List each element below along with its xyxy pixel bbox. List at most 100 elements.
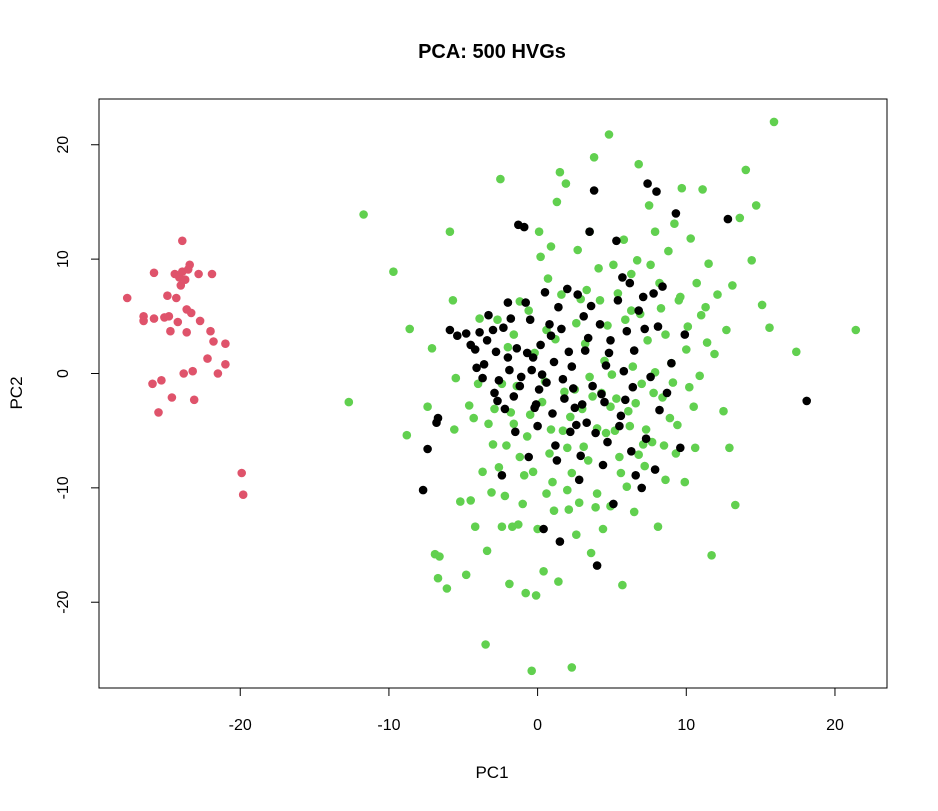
data-point-series-3 (540, 288, 550, 297)
data-point-series-2 (634, 159, 643, 169)
data-point-series-2 (598, 524, 608, 534)
data-point-series-2 (680, 477, 690, 487)
data-point-series-3 (515, 381, 525, 391)
data-point-series-3 (478, 373, 487, 383)
data-point-series-3 (667, 358, 676, 368)
data-point-series-2 (515, 452, 525, 462)
data-point-series-1 (238, 490, 248, 500)
data-point-series-2 (735, 213, 745, 223)
data-point-series-3 (570, 403, 580, 413)
y-tick-label: 10 (55, 250, 72, 268)
data-point-series-1 (164, 312, 174, 321)
data-point-series-3 (573, 290, 582, 299)
data-point-series-2 (505, 579, 514, 589)
data-point-series-2 (676, 292, 685, 302)
data-point-series-2 (612, 394, 621, 403)
data-point-series-2 (582, 285, 591, 295)
data-point-series-2 (344, 397, 354, 407)
data-point-series-3 (598, 460, 608, 470)
data-point-series-2 (641, 425, 651, 434)
data-point-series-2 (622, 482, 632, 492)
data-point-series-3 (609, 499, 618, 509)
data-point-series-2 (445, 227, 455, 236)
data-point-series-2 (695, 371, 704, 381)
data-point-series-3 (423, 444, 432, 454)
data-point-series-3 (560, 394, 569, 403)
data-point-series-1 (182, 328, 191, 337)
data-point-series-2 (689, 402, 698, 412)
data-point-series-2 (572, 318, 581, 328)
data-point-series-3 (591, 428, 600, 438)
data-point-series-3 (512, 344, 522, 353)
data-point-series-1 (221, 339, 230, 349)
data-point-series-2 (543, 274, 553, 283)
data-point-series-1 (206, 326, 215, 336)
data-point-series-3 (453, 331, 462, 341)
data-point-series-3 (653, 322, 663, 331)
data-point-series-3 (567, 362, 577, 371)
data-point-series-2 (389, 267, 398, 277)
data-point-series-2 (656, 304, 666, 313)
data-point-series-2 (640, 461, 649, 471)
data-point-series-2 (653, 522, 663, 531)
data-point-series-2 (613, 289, 623, 298)
chart-title: PCA: 500 HVGs (418, 41, 566, 63)
data-point-series-2 (685, 382, 694, 392)
data-point-series-2 (692, 278, 701, 288)
data-point-series-3 (524, 452, 533, 462)
data-point-series-2 (792, 347, 801, 357)
data-point-series-2 (851, 325, 861, 335)
data-point-series-1 (237, 468, 246, 478)
data-point-series-2 (536, 252, 545, 262)
data-point-series-3 (606, 336, 615, 345)
data-point-series-2 (644, 201, 654, 210)
data-point-series-3 (579, 312, 588, 321)
data-point-series-1 (194, 269, 203, 279)
data-point-series-2 (563, 443, 572, 453)
y-axis-label: PC2 (7, 376, 26, 409)
data-point-series-1 (166, 326, 175, 336)
data-point-series-2 (649, 388, 658, 398)
data-point-series-3 (484, 310, 493, 320)
data-point-series-2 (616, 468, 626, 478)
data-point-series-2 (604, 130, 614, 139)
data-point-series-3 (490, 388, 499, 398)
data-point-series-2 (427, 344, 437, 353)
data-point-series-2 (509, 330, 519, 339)
data-point-series-1 (149, 268, 159, 278)
data-point-series-2 (664, 246, 673, 256)
data-point-series-2 (433, 573, 443, 583)
data-point-series-3 (592, 561, 602, 570)
data-point-series-2 (546, 242, 556, 251)
data-point-series-2 (670, 219, 679, 228)
data-point-series-2 (461, 570, 471, 580)
data-point-series-2 (546, 425, 556, 434)
data-point-series-1 (122, 293, 132, 303)
data-point-series-2 (527, 666, 536, 676)
data-point-series-3 (482, 336, 492, 345)
data-point-series-2 (677, 183, 687, 193)
data-point-series-2 (402, 430, 412, 440)
data-point-series-3 (557, 324, 566, 334)
data-point-series-3 (603, 437, 612, 447)
data-point-series-3 (552, 456, 562, 465)
data-point-series-2 (557, 290, 566, 299)
data-point-series-3 (619, 366, 629, 376)
data-point-series-3 (554, 302, 563, 312)
data-point-series-3 (537, 370, 547, 379)
data-point-series-3 (655, 405, 664, 415)
data-point-series-2 (683, 322, 693, 331)
data-point-series-2 (713, 290, 722, 299)
data-point-series-2 (528, 467, 538, 477)
data-point-series-2 (621, 315, 630, 325)
data-point-series-2 (632, 255, 642, 265)
data-point-series-2 (548, 477, 557, 487)
data-point-series-3 (625, 278, 635, 288)
data-point-series-2 (659, 441, 669, 450)
data-point-series-3 (536, 340, 545, 350)
data-point-series-2 (615, 452, 624, 462)
data-point-series-2 (595, 296, 605, 305)
data-point-series-3 (583, 333, 593, 343)
data-point-series-1 (186, 308, 196, 318)
